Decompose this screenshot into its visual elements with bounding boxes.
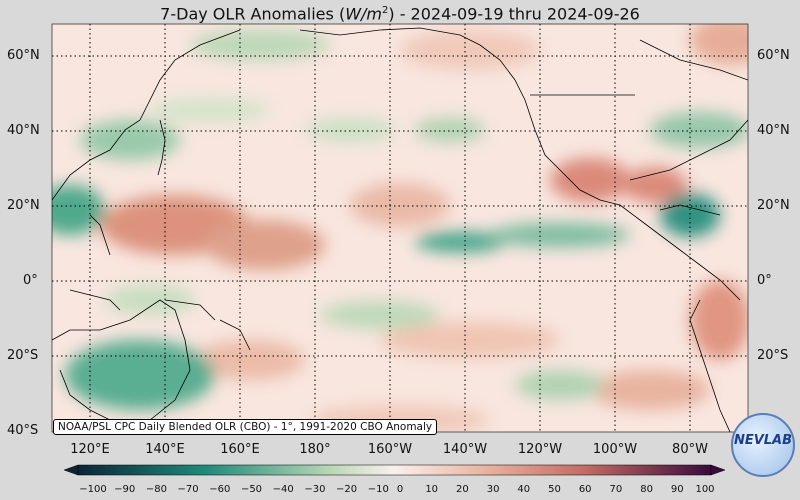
lat-label-20n-left: 20°N (7, 198, 40, 213)
colorbar (63, 464, 726, 476)
lon-label-120e: 120°E (70, 442, 110, 457)
colorbar-tick: 60 (578, 484, 592, 495)
colorbar-tick: −50 (240, 484, 263, 495)
lat-label-0-left: 0° (23, 273, 38, 288)
lat-label-40n-left: 40°N (7, 123, 40, 138)
colorbar-tick: −10 (367, 484, 389, 495)
colorbar-tick: 90 (670, 484, 684, 495)
lat-label-60n-right: 60°N (757, 48, 790, 63)
colorbar-tick: −90 (114, 484, 136, 495)
lon-label-80w: 80°W (672, 442, 708, 457)
coastlines (52, 27, 748, 432)
anomaly-field (52, 24, 748, 432)
map-title: 7-Day OLR Anomalies (W/m2) - 2024-09-19 … (160, 4, 640, 24)
colorbar-tick: −80 (145, 484, 167, 495)
colorbar-tick: 0 (396, 484, 404, 495)
lon-label-140e: 140°E (145, 442, 185, 457)
colorbar-tick: 100 (695, 484, 715, 495)
lon-label-160e: 160°E (220, 442, 260, 457)
data-source-credit: NOAA/PSL CPC Daily Blended OLR (CBO) - 1… (53, 419, 438, 435)
lat-label-40n-right: 40°N (757, 123, 790, 138)
lon-label-120w: 120°W (517, 442, 563, 457)
colorbar-tick: 80 (640, 484, 653, 495)
colorbar-tick: −60 (209, 484, 231, 495)
lon-label-180: 180° (299, 442, 331, 457)
colorbar-tick: 30 (486, 484, 500, 495)
lat-label-20s-right: 20°S (757, 348, 789, 363)
colorbar-tick: −40 (272, 484, 294, 495)
lat-label-20n-right: 20°N (757, 198, 790, 213)
lat-label-40s-left: 40°S (7, 423, 39, 438)
colorbar-tick: −30 (304, 484, 326, 495)
colorbar-min-arrow (63, 464, 79, 476)
colorbar-max-arrow (710, 464, 726, 476)
logo-text: NEVLAB (733, 433, 793, 448)
colorbar-tick: 70 (609, 484, 623, 495)
colorbar-tick: 10 (425, 484, 439, 495)
colorbar-tick: −70 (177, 484, 199, 495)
lon-label-100w: 100°W (592, 442, 638, 457)
colorbar-tick: −20 (336, 484, 358, 495)
lat-label-20s-left: 20°S (7, 348, 39, 363)
lat-label-60n-left: 60°N (7, 48, 40, 63)
noaa-lab-logo: NEVLAB (731, 413, 795, 477)
graticule (52, 24, 748, 432)
lon-label-140w: 140°W (442, 442, 488, 457)
colorbar-tick: −100 (79, 484, 107, 495)
colorbar-tick: 20 (456, 484, 469, 495)
colorbar-tick: 50 (548, 484, 561, 495)
colorbar-tick: 40 (517, 484, 531, 495)
lon-label-160w: 160°W (367, 442, 413, 457)
lat-label-0-right: 0° (757, 273, 772, 288)
